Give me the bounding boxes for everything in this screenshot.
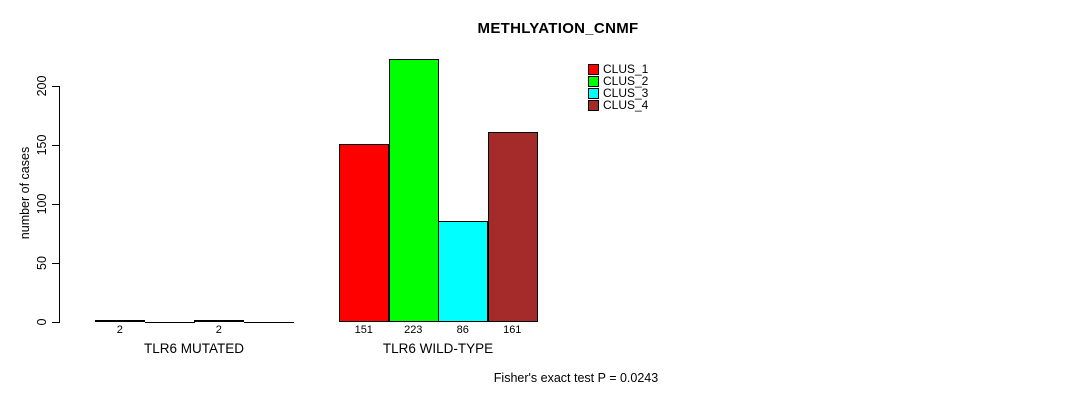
legend-label: CLUS_1 (603, 62, 649, 76)
bar-clus_3-mutated (194, 320, 244, 322)
legend-row-clus_3: CLUS_3 (588, 87, 648, 99)
legend-label: CLUS_3 (603, 86, 649, 100)
bar-value-label: 161 (503, 324, 522, 336)
bar-value-label: 151 (354, 324, 373, 336)
legend-label: CLUS_4 (603, 98, 649, 112)
bar-value-label: 2 (215, 324, 222, 336)
bar-value-label: 223 (404, 324, 423, 336)
legend-row-clus_1: CLUS_1 (588, 63, 648, 75)
y-tick-mark (52, 86, 59, 87)
bar-value-label: 2 (116, 324, 123, 336)
legend-swatch-icon (588, 75, 599, 87)
legend-row-clus_2: CLUS_2 (588, 75, 648, 87)
group-label-tlr6-wild-type: TLR6 WILD-TYPE (382, 341, 494, 356)
y-axis-line (59, 86, 60, 323)
legend-row-clus_4: CLUS_4 (588, 99, 648, 111)
fisher-test-annotation: Fisher's exact test P = 0.0243 (493, 371, 659, 385)
y-tick-mark (52, 204, 59, 205)
zero-bar-clus_2 (145, 322, 195, 323)
y-tick-label: 50 (35, 256, 49, 270)
y-tick-label: 0 (35, 318, 49, 326)
bar-clus_3-wildtype (438, 221, 488, 322)
zero-bar-clus_4 (244, 322, 294, 323)
y-axis-label: number of cases (18, 146, 32, 240)
bar-clus_2-wildtype (389, 59, 439, 322)
legend: CLUS_1 CLUS_2 CLUS_3 CLUS_4 (588, 63, 648, 111)
bar-value-label: 86 (456, 324, 469, 336)
bar-clus_1-mutated (95, 320, 145, 322)
y-tick-mark (52, 145, 59, 146)
y-tick-label: 100 (35, 193, 49, 215)
legend-swatch-icon (588, 99, 599, 111)
legend-swatch-icon (588, 63, 599, 75)
y-tick-mark (52, 322, 59, 323)
legend-swatch-icon (588, 87, 599, 99)
bar-clus_4-wildtype (488, 132, 538, 322)
y-tick-mark (52, 263, 59, 264)
chart-title: METHLYATION_CNMF (477, 20, 639, 37)
y-tick-label: 150 (35, 134, 49, 156)
bar-clus_1-wildtype (339, 144, 389, 322)
y-tick-label: 200 (35, 75, 49, 97)
legend-label: CLUS_2 (603, 74, 649, 88)
group-label-tlr6-mutated: TLR6 MUTATED (143, 341, 245, 356)
